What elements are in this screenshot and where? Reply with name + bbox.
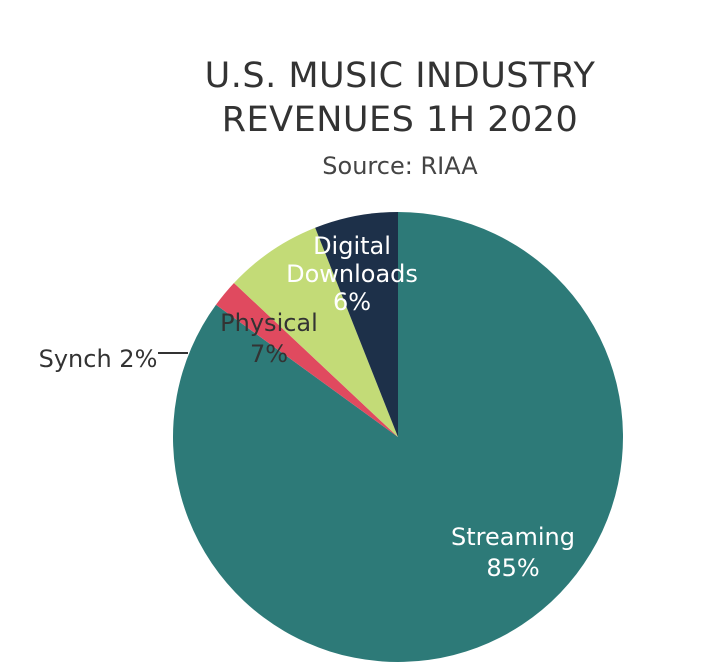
pie-slice-synch	[215, 282, 398, 437]
pie-slice-physical	[233, 227, 398, 437]
physical-value-label: 7%	[250, 340, 288, 368]
synch-label: Synch 2%	[39, 345, 158, 373]
physical-label: Physical	[220, 309, 318, 337]
digital-label-line2: Downloads	[286, 260, 418, 288]
pie-slices	[172, 212, 623, 662]
streaming-value-label: 85%	[486, 554, 539, 582]
digital-value-label: 6%	[333, 288, 371, 316]
chart-subtitle: Source: RIAA	[322, 152, 478, 180]
pie-slice-digital-downloads	[315, 212, 398, 437]
digital-label-line1: Digital	[313, 232, 391, 260]
chart-title-line1: U.S. MUSIC INDUSTRY	[204, 56, 596, 96]
streaming-label: Streaming	[451, 523, 575, 551]
chart-title-line2: REVENUES 1H 2020	[221, 100, 579, 140]
